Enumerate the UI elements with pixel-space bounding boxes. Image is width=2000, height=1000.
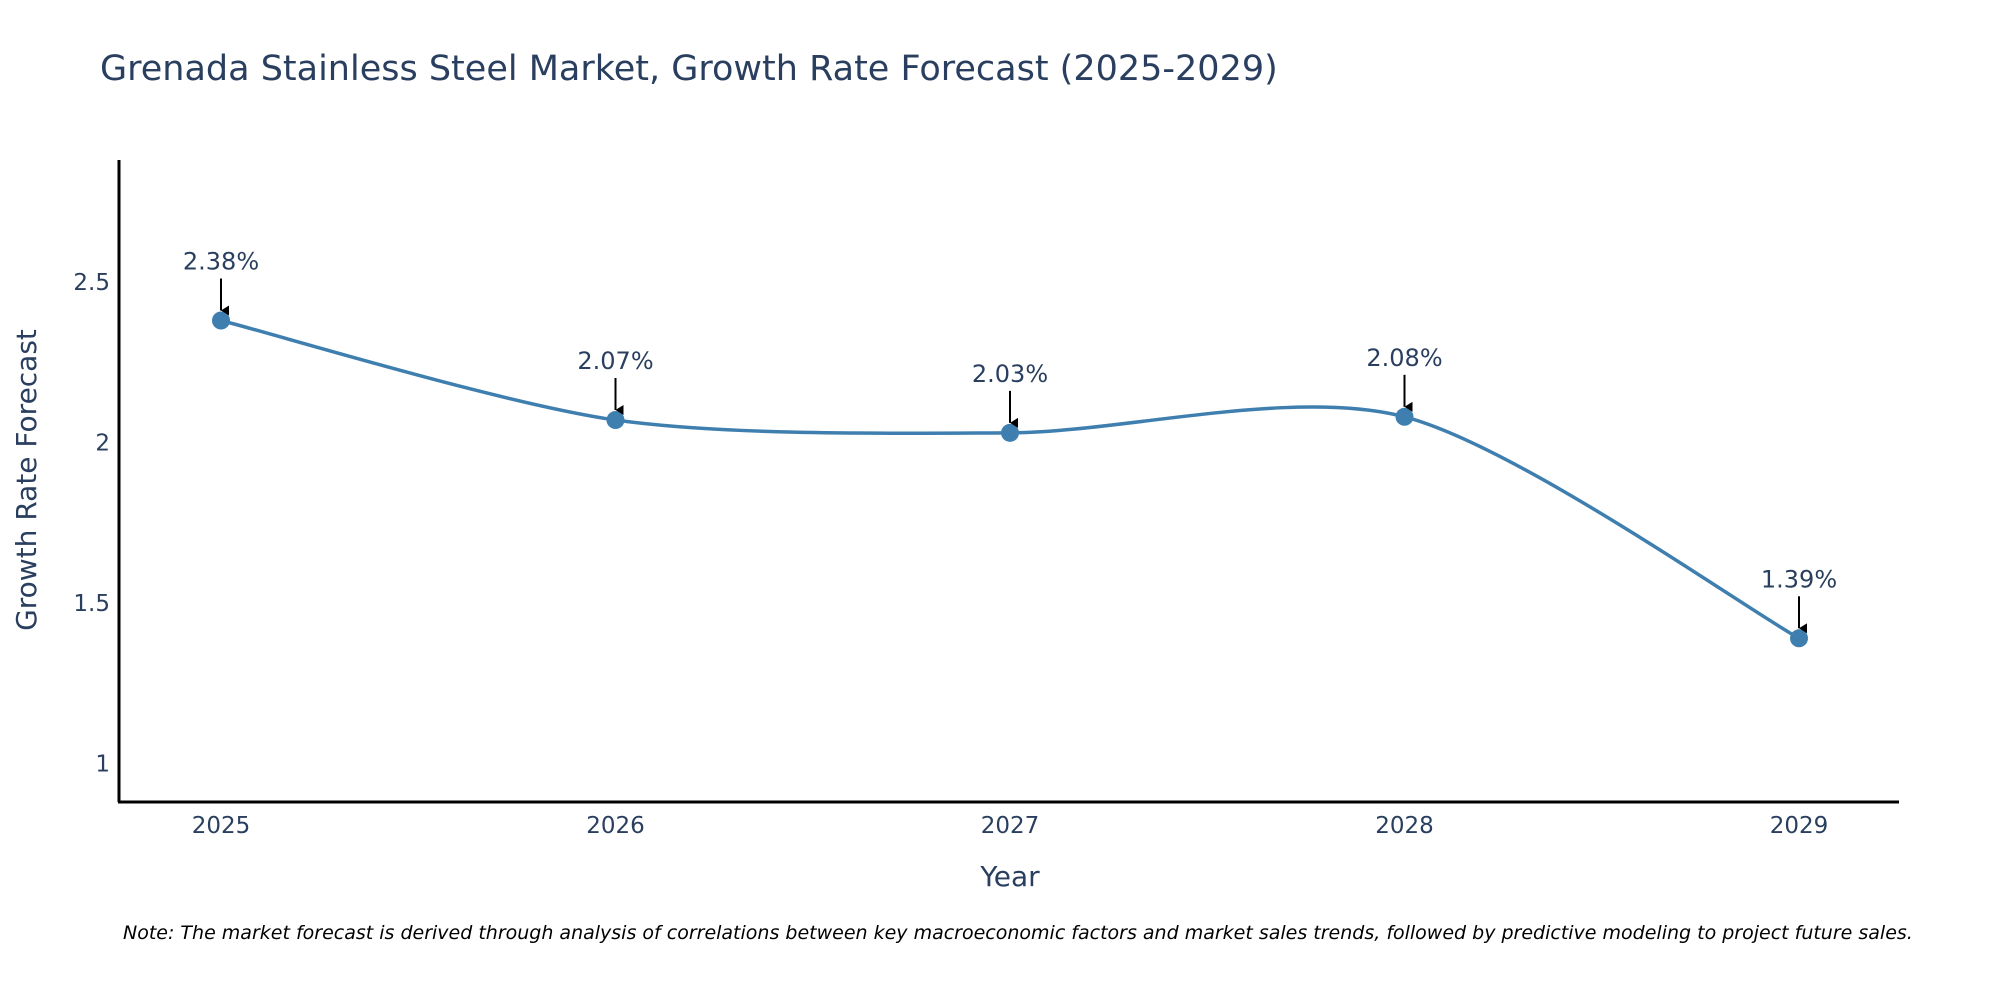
data-point <box>606 411 625 430</box>
data-point <box>212 311 230 330</box>
x-axis-title: Year <box>979 860 1040 893</box>
x-tick-label: 2027 <box>981 813 1040 839</box>
x-tick-label: 2026 <box>586 813 645 839</box>
plot-area: 1 1.5 2 2.5 2025 2026 2027 2028 2029 2.38% 2.07% 2.… <box>73 248 1837 840</box>
data-label: 2.38% <box>183 248 259 276</box>
data-point <box>1001 423 1019 442</box>
data-label: 2.03% <box>972 360 1048 388</box>
data-label: 2.08% <box>1366 344 1442 372</box>
x-tick-label: 2029 <box>1770 813 1829 839</box>
y-tick-label: 2.5 <box>73 270 110 296</box>
data-label: 2.07% <box>577 347 653 375</box>
data-point <box>1395 407 1414 426</box>
y-tick-label: 2 <box>95 430 110 456</box>
data-point <box>1790 629 1808 648</box>
y-tick-label: 1.5 <box>73 591 110 617</box>
x-tick-label: 2028 <box>1375 813 1434 839</box>
y-axis-title: Growth Rate Forecast <box>10 329 43 631</box>
footnote: Note: The market forecast is derived thr… <box>123 922 1913 944</box>
x-tick-label: 2025 <box>192 813 251 839</box>
data-label: 1.39% <box>1761 565 1837 593</box>
y-tick-label: 1 <box>95 751 110 777</box>
chart-title: Grenada Stainless Steel Market, Growth R… <box>100 49 1278 89</box>
